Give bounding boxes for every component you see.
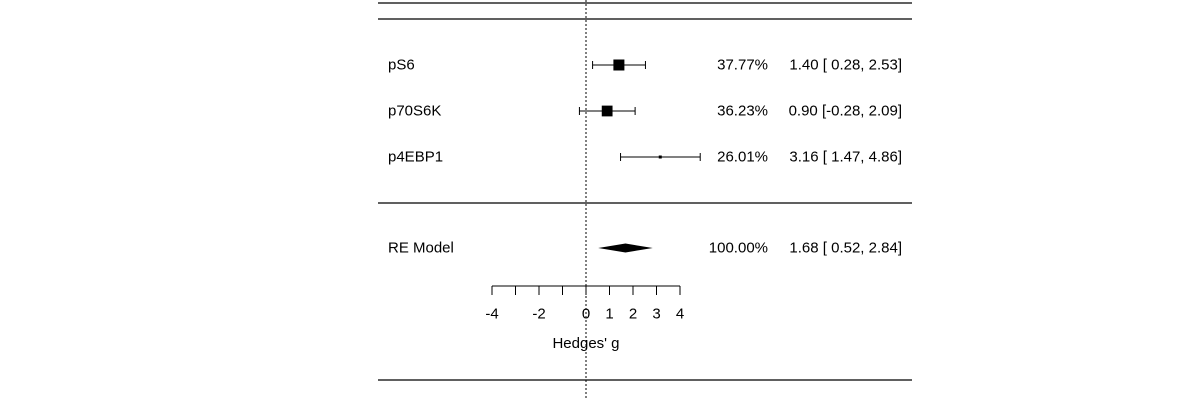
study-label: p70S6K: [388, 103, 441, 120]
study-rows: pS6 37.77% 1.40 [ 0.28, 2.53] p70S6K 36.23% 0…: [388, 57, 902, 166]
x-tick-label: -4: [485, 306, 498, 323]
study-effect-ci: 1.40 [ 0.28, 2.53]: [789, 57, 902, 74]
study-label: p4EBP1: [388, 149, 443, 166]
point-estimate-marker: [601, 105, 613, 117]
summary-diamond: [598, 243, 653, 253]
x-axis-label: Hedges' g: [552, 335, 619, 352]
study-weight: 37.77%: [717, 57, 768, 74]
study-weight: 36.23%: [717, 103, 768, 120]
x-tick-label: 0: [582, 306, 590, 323]
study-effect-ci: 0.90 [-0.28, 2.09]: [789, 103, 902, 120]
x-tick-label: 2: [629, 306, 637, 323]
study-weight: 26.01%: [717, 149, 768, 166]
x-tick-label: 1: [605, 306, 613, 323]
summary-weight: 100.00%: [709, 240, 768, 257]
study-label: pS6: [388, 57, 415, 74]
x-axis: -4 -2 0 1 2 3 4: [485, 285, 684, 323]
point-estimate-marker: [658, 155, 662, 159]
x-tick-label: 4: [676, 306, 684, 323]
summary-effect-ci: 1.68 [ 0.52, 2.84]: [789, 240, 902, 257]
study-effect-ci: 3.16 [ 1.47, 4.86]: [789, 149, 902, 166]
x-tick-label: 3: [652, 306, 660, 323]
point-estimate-marker: [613, 59, 625, 71]
summary-label: RE Model: [388, 240, 454, 257]
x-tick-label: -2: [532, 306, 545, 323]
summary-row: RE Model 100.00% 1.68 [ 0.52, 2.84]: [388, 240, 902, 257]
